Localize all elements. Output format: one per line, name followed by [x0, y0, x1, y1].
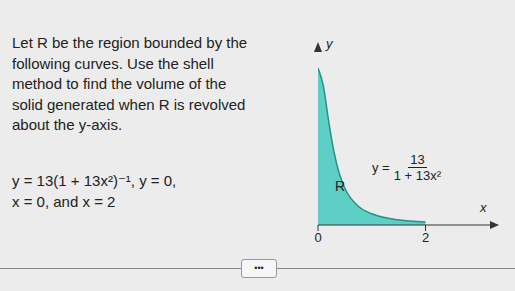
html-text:following curves. Use the shel: following curves. Use the shell: [12, 54, 214, 72]
html-text:x = 0, and x = 2: x = 0, and x = 2: [12, 193, 116, 210]
html-text:solid generated when R is revo: solid generated when R is revolved: [12, 95, 246, 113]
html-text:y: y: [326, 36, 333, 51]
html-text:y =: y =: [372, 160, 390, 175]
html-text:13: 13: [410, 152, 425, 167]
html-text:method to find the volume of t: method to find the volume of the: [12, 75, 227, 92]
html-text:R: R: [335, 178, 346, 194]
html-text:y = 13(1 + 13x²)⁻¹, y = 0,: y = 13(1 + 13x²)⁻¹, y = 0,: [12, 172, 177, 189]
html-text:Let R be the region bounded by: Let R be the region bounded by the: [12, 34, 248, 51]
html-text:1 + 13x²: 1 + 13x²: [393, 168, 442, 183]
html-text:x: x: [480, 200, 487, 215]
svg-text:0: 0: [314, 230, 321, 245]
svg-text:2: 2: [422, 230, 429, 245]
html-text:about the y-axis.: about the y-axis.: [12, 116, 123, 133]
